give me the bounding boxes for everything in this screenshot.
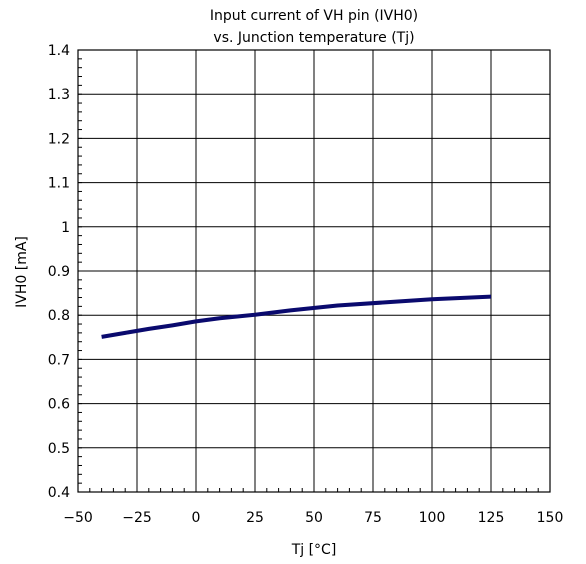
x-tick-label: 25 — [246, 510, 264, 526]
x-tick-label: −50 — [63, 510, 93, 526]
y-tick-label: 1.1 — [48, 176, 70, 192]
y-tick-label: 1.2 — [48, 131, 70, 147]
x-tick-label: 75 — [364, 510, 382, 526]
series-line — [101, 294, 492, 339]
y-tick-label: 0.4 — [48, 485, 70, 501]
chart-title-line-2: vs. Junction temperature (Tj) — [213, 30, 414, 46]
x-tick-label: 50 — [305, 510, 323, 526]
x-tick-label: 150 — [537, 510, 564, 526]
y-tick-label: 1 — [61, 220, 70, 236]
y-tick-label: 0.5 — [48, 441, 70, 457]
y-tick-label: 0.7 — [48, 352, 70, 368]
y-axis-label: IVH0 [mA] — [14, 236, 30, 308]
y-tick-label: 0.6 — [48, 397, 70, 413]
x-tick-label: −25 — [122, 510, 152, 526]
x-axis-label: Tj [°C] — [291, 542, 337, 558]
y-tick-labels: 0.4 0.5 0.6 0.7 0.8 0.9 1 1.1 1.2 1.3 1.4 — [48, 43, 70, 501]
y-tick-label: 0.8 — [48, 308, 70, 324]
x-tick-label: 100 — [419, 510, 446, 526]
chart-title-line-1: Input current of VH pin (IVH0) — [210, 8, 418, 24]
x-tick-labels: −50 −25 0 25 50 75 100 125 150 — [63, 510, 563, 526]
series-layer — [101, 294, 492, 339]
plot-area-frame — [77, 49, 551, 493]
y-tick-label: 0.9 — [48, 264, 70, 280]
minor-ticks — [77, 49, 551, 493]
x-tick-label: 0 — [192, 510, 201, 526]
y-tick-label: 1.3 — [48, 87, 70, 103]
y-tick-label: 1.4 — [48, 43, 70, 59]
grid — [78, 50, 550, 492]
x-tick-label: 125 — [478, 510, 505, 526]
